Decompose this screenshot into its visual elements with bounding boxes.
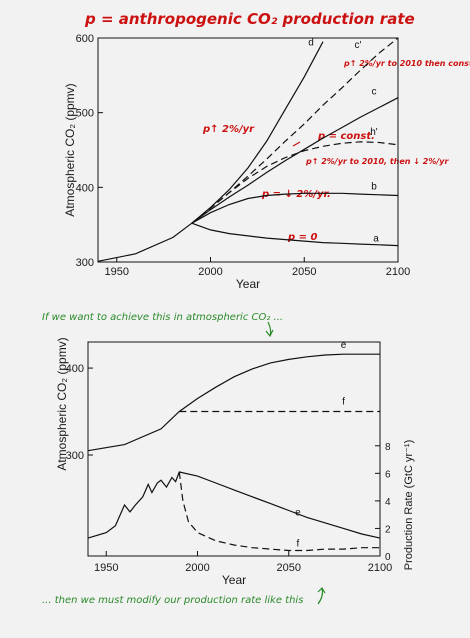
annotation-d: p↑ 2%/yr [202,124,255,135]
top-x-tick-label-2050: 2050 [292,266,316,278]
top-x-tick-label-2100: 2100 [386,266,410,278]
annotation-a: p = 0 [287,232,318,243]
top-chart: 1950 2000 2050 2100 300 400 500 600 Year Atmosphe… [63,33,410,291]
top-series-label-c-prime: c' [355,40,362,51]
annotation-mid: If we want to achieve this in atmospheri… [42,312,283,323]
annotation-h-prime: p↑ 2%/yr to 2010, then ↓ 2%/yr [305,157,449,166]
bottom-y2-tick-label-0: 0 [385,552,391,563]
top-y-tick-label-300: 300 [76,257,94,269]
top-series-d [97,41,324,262]
annotation-bottom: ... then we must modify our production r… [42,595,303,606]
bottom-y-tick-label-400: 400 [66,363,84,375]
bottom-y-tick-label-300: 300 [66,450,84,462]
bottom-chart: 1950 2000 2050 2100 300 400 0 2 4 6 8 Year Atmospher… [55,337,415,587]
arrow-mid-annotation [265,321,274,338]
bottom-production-series-f [178,471,380,552]
top-y-axis-label: Atmospheric CO₂ (ppmv) [63,83,77,216]
top-x-tick-label-1950: 1950 [105,266,129,278]
annotation-c-prime: p↑ 2%/yr to 2010 then const. [343,59,470,68]
top-x-axis-label: Year [236,277,260,291]
top-y-tick-label-400: 400 [76,182,94,194]
annotation-c: p = const. [317,131,375,142]
bottom-y2-tick-label-8: 8 [385,442,391,453]
bottom-concentration-series-e [87,353,380,452]
annotation-b: p = ↓ 2%/yr. [261,189,331,200]
arrow-bottom-annotation [317,587,326,605]
top-series-a [191,222,399,247]
bottom-y2-tick-label-6: 6 [385,469,391,480]
bottom-plot-frame [87,341,381,557]
top-series-h-prime [191,141,399,224]
bottom-x-tick-label-2050: 2050 [277,562,301,574]
top-series-c [191,97,399,224]
bottom-production-label-e: e [295,507,301,518]
top-plot-frame [97,37,399,263]
top-y-tick-label-600: 600 [76,33,94,45]
top-x-tick-label-2000: 2000 [198,266,222,278]
annotation-title: p = anthropogenic CO₂ production rate [84,10,415,28]
bottom-production-series-e [87,471,381,539]
bottom-y2-tick-label-2: 2 [385,524,391,535]
top-series-label-h-prime: h' [370,127,378,138]
bottom-y2-tick-label-4: 4 [385,497,391,508]
bottom-concentration-label-f: f [342,397,345,408]
bottom-production-label-f: f [296,538,299,549]
bottom-x-axis-label: Year [222,573,246,587]
top-series-label-a: a [373,234,379,245]
top-series-label-d: d [308,38,314,49]
bottom-y2-axis-label: Production Rate (GtC yr⁻¹) [403,440,415,571]
top-y-tick-label-500: 500 [76,108,94,120]
bottom-y-axis-label: Atmospheric CO₂ (ppmv) [55,337,69,470]
arrow-c-annotation [292,141,301,147]
top-series-label-c: c [372,87,377,98]
bottom-concentration-label-e: e [341,340,347,351]
bottom-x-tick-label-2100: 2100 [368,562,392,574]
top-series-label-b: b [371,182,377,193]
top-series-b [191,192,399,224]
bottom-x-tick-label-1950: 1950 [94,562,118,574]
bottom-x-tick-label-2000: 2000 [185,562,209,574]
